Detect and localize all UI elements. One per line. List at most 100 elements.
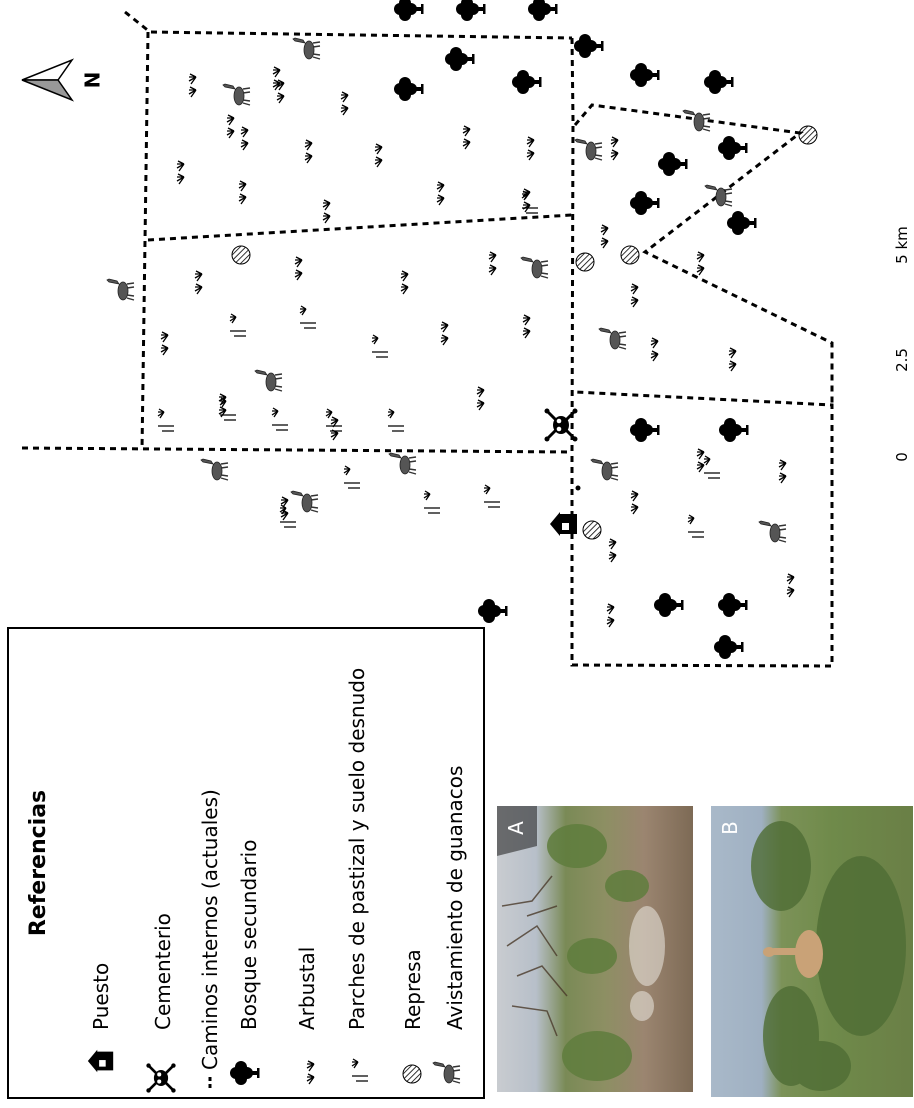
shrub-icon bbox=[526, 136, 535, 161]
tree-icon bbox=[512, 70, 542, 94]
tree-icon bbox=[718, 593, 748, 617]
tree-icon bbox=[394, 77, 424, 101]
tree-icon bbox=[714, 635, 744, 659]
shrub-icon bbox=[160, 331, 169, 356]
grass-patch-icon bbox=[483, 484, 501, 508]
trees-layer bbox=[394, 0, 757, 659]
guanaco-icon bbox=[254, 369, 283, 392]
shrub-icon bbox=[778, 459, 787, 484]
north-label: N bbox=[80, 72, 104, 89]
tree-icon bbox=[718, 136, 748, 160]
legend-item-label: Caminos internos (actuales) bbox=[198, 789, 222, 1070]
guanaco-icon bbox=[590, 458, 619, 481]
photo-b-label: B bbox=[717, 821, 742, 835]
tree-icon bbox=[719, 418, 749, 442]
scale-label: 0 bbox=[893, 452, 911, 462]
shrub-icon bbox=[294, 256, 303, 281]
guanaco-icon bbox=[106, 278, 135, 301]
hatched-circle-icon bbox=[620, 245, 640, 265]
shrub-icon bbox=[226, 114, 235, 139]
tree-icon bbox=[727, 211, 757, 235]
hatched-circle-icon bbox=[798, 125, 818, 145]
guanaco-icon bbox=[704, 184, 733, 207]
legend-item-label: Represa bbox=[401, 949, 425, 1030]
shrub-icon bbox=[630, 283, 639, 308]
legend-item-label: Parches de pastizal y suelo desnudo bbox=[345, 668, 369, 1030]
grass-patch-icon bbox=[219, 397, 237, 421]
tree-icon bbox=[630, 63, 660, 87]
shrub-icon bbox=[488, 251, 497, 276]
grass-patch-icon bbox=[687, 514, 705, 538]
tree-icon bbox=[394, 0, 424, 21]
shrub-icon bbox=[194, 270, 203, 295]
tree-icon bbox=[658, 152, 688, 176]
shrub-icon bbox=[606, 603, 615, 628]
tree-icon bbox=[445, 47, 475, 71]
shrub-icon bbox=[440, 321, 449, 346]
shrub-icon bbox=[374, 143, 383, 168]
photo-a-label: A bbox=[503, 821, 528, 835]
hatched-circle-icon bbox=[402, 1064, 422, 1084]
guanacos-layer bbox=[106, 37, 787, 543]
map-marker-dot bbox=[575, 485, 581, 491]
grass-patch-icon bbox=[423, 490, 441, 514]
scale-label: 5 km bbox=[893, 226, 911, 264]
shrub-icon bbox=[238, 180, 247, 205]
hatched-circle-icon bbox=[575, 252, 595, 272]
grass-patch-icon bbox=[157, 408, 175, 432]
shrub-icon bbox=[522, 314, 531, 339]
roads-layer bbox=[21, 10, 834, 668]
grass-patch-icon bbox=[229, 313, 247, 337]
shrub-icon bbox=[322, 199, 331, 224]
shrub-icon bbox=[476, 386, 485, 411]
tree-icon bbox=[704, 70, 734, 94]
grass-patch-icon bbox=[703, 455, 721, 479]
tree-icon bbox=[574, 34, 604, 58]
shrub-icon bbox=[600, 224, 609, 249]
shrub-icon bbox=[436, 181, 445, 206]
photo-a-scene bbox=[497, 806, 665, 1081]
shrub-icon bbox=[462, 125, 471, 150]
shrub-icon bbox=[276, 79, 285, 104]
guanaco-icon bbox=[200, 458, 229, 481]
guanaco-icon bbox=[290, 490, 319, 513]
shrub-icon bbox=[728, 347, 737, 372]
road-segment bbox=[147, 213, 573, 242]
guanaco-icon bbox=[574, 138, 603, 161]
tree-icon bbox=[630, 418, 660, 442]
shrub-icon bbox=[400, 270, 409, 295]
shrub-icon bbox=[340, 91, 349, 116]
grass-patch-icon bbox=[343, 465, 361, 489]
tree-icon bbox=[528, 0, 558, 21]
shrub-icon bbox=[188, 73, 197, 98]
road-segment bbox=[140, 31, 150, 451]
shrub-icon bbox=[610, 136, 619, 161]
legend: Referencias Puesto Cementerio Caminos in… bbox=[7, 627, 485, 1099]
tree-icon bbox=[456, 0, 486, 21]
grass-patch-icon bbox=[271, 407, 289, 431]
shrub-icon bbox=[240, 126, 249, 151]
shrub-icon bbox=[696, 251, 705, 276]
shrub-icon bbox=[304, 139, 313, 164]
shrub-icon bbox=[608, 538, 617, 563]
legend-item-label: Arbustal bbox=[295, 947, 319, 1030]
tree-icon bbox=[630, 191, 660, 215]
north-arrow: N bbox=[21, 58, 104, 102]
grass-layer bbox=[157, 190, 721, 538]
road-segment bbox=[124, 10, 573, 40]
shrub-icon bbox=[650, 337, 659, 362]
shrub-icon bbox=[176, 160, 185, 185]
legend-item-label: Avistamiento de guanacos bbox=[443, 766, 467, 1030]
grass-patch-icon bbox=[387, 408, 405, 432]
represas-layer bbox=[231, 125, 818, 540]
shrubs-layer bbox=[160, 66, 795, 628]
legend-item-label: Cementerio bbox=[151, 913, 175, 1030]
road-segment bbox=[570, 37, 834, 668]
hatched-circle-icon bbox=[582, 520, 602, 540]
grass-patch-icon bbox=[299, 305, 317, 329]
grass-patch-icon bbox=[371, 334, 389, 358]
shrub-icon bbox=[330, 416, 339, 441]
legend-item-label: Puesto bbox=[89, 963, 113, 1030]
scale-label: 2.5 bbox=[893, 348, 911, 372]
